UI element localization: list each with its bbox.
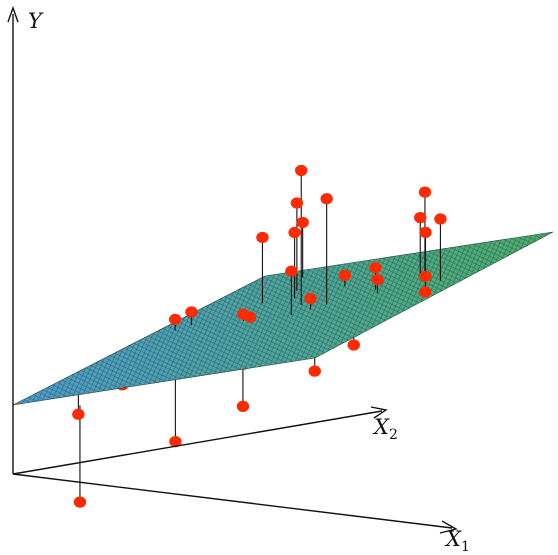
data-point xyxy=(347,339,360,351)
data-point xyxy=(236,400,250,412)
data-point xyxy=(371,274,384,286)
x2-axis-line xyxy=(12,410,383,475)
regression-plane xyxy=(12,231,554,406)
y-axis-label: Y xyxy=(28,9,44,33)
data-point xyxy=(169,435,182,448)
data-point xyxy=(434,213,447,225)
data-point xyxy=(320,193,333,205)
x2-axis-label-main: X xyxy=(372,415,390,439)
plane-mesh xyxy=(13,232,553,405)
data-point xyxy=(285,265,298,277)
x2-axis-arrowhead xyxy=(370,406,388,419)
data-point xyxy=(338,269,352,281)
data-point xyxy=(296,216,309,229)
data-point xyxy=(288,226,301,239)
x1-axis-label-main: X xyxy=(444,527,462,551)
data-point xyxy=(73,496,87,508)
axes xyxy=(7,5,458,534)
data-point xyxy=(414,212,427,224)
data-point xyxy=(418,186,432,198)
x2-axis-label-subscript: 2 xyxy=(389,427,398,443)
data-point xyxy=(185,306,198,318)
front-data-points xyxy=(168,164,447,326)
data-point xyxy=(243,311,257,323)
x1-axis-label: X1 xyxy=(444,527,470,555)
data-point xyxy=(419,270,432,282)
x1-axis-arrowhead xyxy=(439,520,458,534)
data-point xyxy=(369,262,382,274)
x1-axis-line xyxy=(12,473,453,529)
data-point xyxy=(308,365,321,377)
data-point xyxy=(418,286,432,298)
y-axis-arrowhead xyxy=(7,5,19,23)
data-point xyxy=(304,292,317,305)
data-point xyxy=(290,197,304,209)
data-point xyxy=(168,313,182,326)
data-point xyxy=(295,164,308,177)
data-point xyxy=(72,408,85,420)
data-point xyxy=(256,231,269,244)
data-point xyxy=(419,226,432,238)
x2-axis-label: X2 xyxy=(372,415,398,443)
x1-axis-label-subscript: 1 xyxy=(461,539,470,555)
